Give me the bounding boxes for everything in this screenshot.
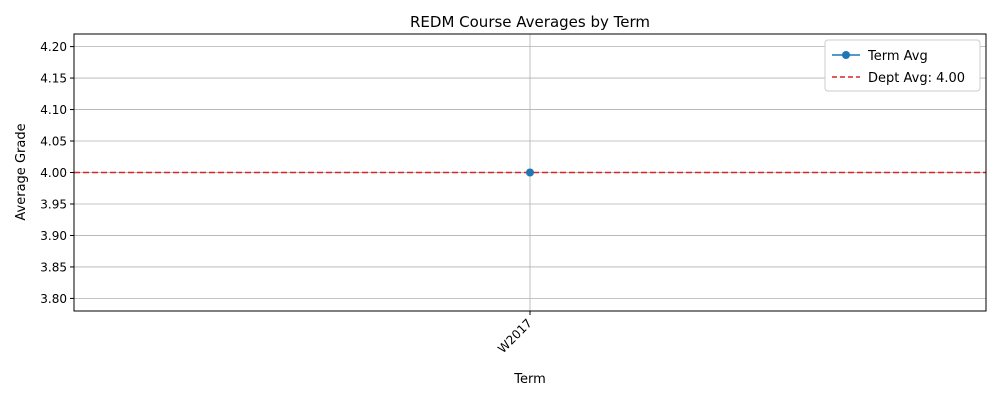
- y-tick-label: 4.15: [40, 72, 67, 86]
- x-tick-label: W2017: [495, 316, 535, 356]
- y-tick-label: 3.80: [40, 292, 67, 306]
- term-avg-point: [526, 168, 534, 177]
- y-tick-label: 4.05: [40, 135, 67, 149]
- y-tick-label: 4.20: [40, 40, 67, 54]
- legend: Term Avg Dept Avg: 4.00: [824, 39, 981, 92]
- legend-dept-avg-label: Dept Avg: 4.00: [868, 71, 965, 86]
- y-tick-label: 3.85: [40, 260, 67, 274]
- legend-term-avg-label: Term Avg: [867, 49, 928, 64]
- chart-title: REDM Course Averages by Term: [410, 13, 650, 31]
- y-tick-label: 3.95: [40, 197, 67, 211]
- y-tick-label: 4.00: [40, 166, 67, 180]
- legend-term-avg-marker: [842, 51, 850, 59]
- plot-area-frame: [73, 33, 987, 312]
- y-tick-label: 3.90: [40, 229, 67, 243]
- y-axis-label: Average Grade: [14, 123, 29, 220]
- x-axis-label: Term: [513, 372, 546, 387]
- y-tick-label: 4.10: [40, 103, 67, 117]
